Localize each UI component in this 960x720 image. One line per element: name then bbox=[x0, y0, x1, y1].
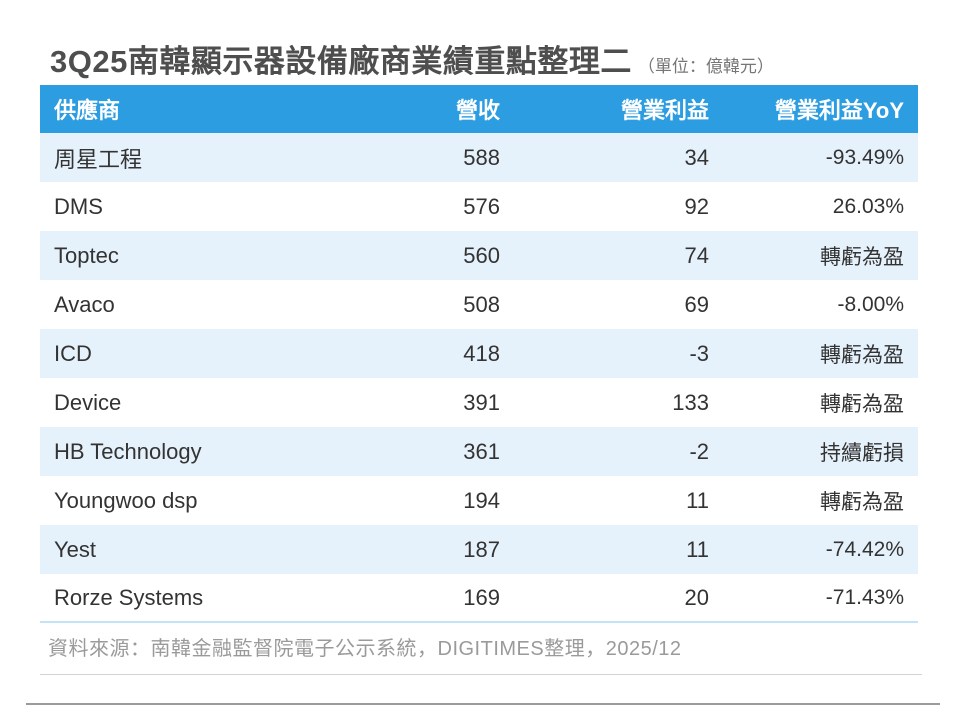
supplier-cell: Avaco bbox=[54, 291, 115, 317]
op-profit-cell: -2 bbox=[689, 438, 709, 464]
header-revenue: 營收 bbox=[455, 98, 500, 123]
op-profit-yoy-cell: 轉虧為盈 bbox=[820, 490, 904, 514]
op-profit-cell: 74 bbox=[684, 242, 709, 268]
op-profit-cell: -3 bbox=[689, 340, 709, 366]
table-row: Device 391 133 轉虧為盈 bbox=[40, 378, 918, 427]
op-profit-yoy-cell: -93.49% bbox=[825, 145, 904, 169]
supplier-cell: Youngwoo dsp bbox=[54, 487, 198, 513]
op-profit-yoy-cell: 持續虧損 bbox=[820, 441, 904, 465]
op-profit-cell: 11 bbox=[686, 536, 709, 562]
op-profit-yoy-cell: 轉虧為盈 bbox=[820, 343, 904, 367]
revenue-cell: 391 bbox=[463, 389, 500, 415]
page-title: 3Q25南韓顯示器設備廠商業績重點整理二 bbox=[50, 44, 632, 79]
op-profit-yoy-cell: -74.42% bbox=[825, 537, 904, 561]
revenue-cell: 187 bbox=[463, 536, 500, 562]
table-row: Rorze Systems 169 20 -71.43% bbox=[40, 574, 918, 623]
revenue-cell: 194 bbox=[463, 487, 500, 513]
op-profit-yoy-cell: 轉虧為盈 bbox=[820, 245, 904, 269]
supplier-cell: Rorze Systems bbox=[54, 584, 204, 610]
supplier-cell: Toptec bbox=[54, 242, 119, 268]
revenue-cell: 508 bbox=[463, 291, 500, 317]
supplier-cell: Yest bbox=[54, 536, 97, 562]
table-body: 周星工程 588 34 -93.49% DMS 576 92 26.03% Toptec 560 7… bbox=[40, 133, 918, 623]
op-profit-yoy-cell: 轉虧為盈 bbox=[820, 392, 904, 416]
results-table: 供應商 營收 營業利益 營業利益YoY 周星工程 588 34 -93.49% DMS 5… bbox=[40, 85, 918, 623]
op-profit-cell: 11 bbox=[686, 487, 709, 513]
revenue-cell: 169 bbox=[463, 584, 500, 610]
op-profit-cell: 92 bbox=[684, 193, 709, 219]
unit-label: （單位：億韓元） bbox=[637, 57, 774, 76]
op-profit-yoy-cell: -71.43% bbox=[825, 585, 904, 609]
revenue-cell: 361 bbox=[463, 438, 500, 464]
header-op-profit: 營業利益 bbox=[620, 98, 709, 123]
title-block: 3Q25南韓顯示器設備廠商業績重點整理二 （單位：億韓元） bbox=[50, 36, 774, 81]
divider-line-thin bbox=[40, 674, 922, 675]
supplier-cell: Device bbox=[54, 389, 122, 415]
revenue-cell: 418 bbox=[463, 340, 500, 366]
header-supplier: 供應商 bbox=[54, 98, 121, 123]
table-header-row: 供應商 營收 營業利益 營業利益YoY bbox=[40, 85, 918, 133]
revenue-cell: 588 bbox=[463, 144, 500, 170]
header-op-profit-yoy: 營業利益YoY bbox=[774, 98, 904, 123]
op-profit-yoy-cell: 26.03% bbox=[832, 194, 904, 218]
table-row: Yest 187 11 -74.42% bbox=[40, 525, 918, 574]
op-profit-cell: 69 bbox=[684, 291, 709, 317]
table-row: Youngwoo dsp 194 11 轉虧為盈 bbox=[40, 476, 918, 525]
table-row: ICD 418 -3 轉虧為盈 bbox=[40, 329, 918, 378]
table-row: 周星工程 588 34 -93.49% bbox=[40, 133, 918, 182]
op-profit-yoy-cell: -8.00% bbox=[837, 292, 904, 316]
revenue-cell: 560 bbox=[463, 242, 500, 268]
op-profit-cell: 20 bbox=[684, 584, 709, 610]
table-row: HB Technology 361 -2 持續虧損 bbox=[40, 427, 918, 476]
op-profit-cell: 34 bbox=[684, 144, 709, 170]
table-row: DMS 576 92 26.03% bbox=[40, 182, 918, 231]
supplier-cell: DMS bbox=[54, 193, 103, 219]
supplier-cell: 周星工程 bbox=[54, 146, 143, 172]
revenue-cell: 576 bbox=[463, 193, 500, 219]
supplier-cell: ICD bbox=[54, 340, 92, 366]
table-row: Toptec 560 74 轉虧為盈 bbox=[40, 231, 918, 280]
supplier-cell: HB Technology bbox=[54, 438, 202, 464]
table-row: Avaco 508 69 -8.00% bbox=[40, 280, 918, 329]
divider-line-thick bbox=[26, 703, 940, 705]
op-profit-cell: 133 bbox=[672, 389, 709, 415]
source-note: 資料來源：南韓金融監督院電子公示系統，DIGITIMES整理，2025/12 bbox=[48, 638, 682, 660]
